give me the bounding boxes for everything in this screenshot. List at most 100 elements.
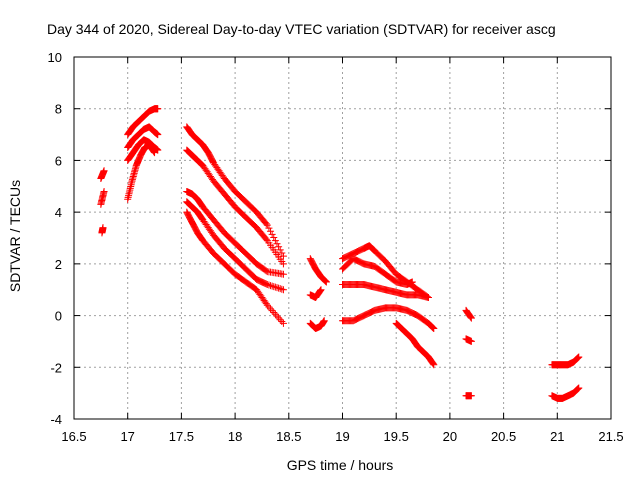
data-point [276,246,284,254]
data-point [278,285,286,293]
data-point [276,285,284,293]
data-point [262,220,270,228]
data-point [424,293,432,301]
data-point [322,278,330,286]
data-point [466,313,474,321]
data-point [279,252,287,260]
data-point [150,148,158,156]
data-point [279,270,287,278]
data-point [430,361,438,369]
data-point [279,319,287,327]
y-tick-label: 8 [55,102,62,117]
data-point [316,287,324,295]
series-arc-d1 [306,255,330,286]
data-point [154,105,162,113]
data-point [267,227,275,235]
data-point [467,313,475,321]
data-point [271,310,279,318]
data-point [428,323,436,331]
series-arc-c5 [183,208,287,327]
y-tick-label: 0 [55,309,62,324]
y-tick-label: 4 [55,205,62,220]
series-arc-e2 [339,255,416,289]
series-arc-f2 [462,335,475,345]
data-point [276,316,284,324]
data-point [429,360,437,368]
data-point [574,384,582,392]
x-tick-label: 21.5 [598,429,623,444]
y-tick-label: -2 [50,360,62,375]
data-point [265,224,273,232]
data-point [267,282,275,290]
data-point [575,384,583,392]
data-point [317,286,325,294]
series-arc-c4 [183,198,287,294]
data-point [270,233,278,241]
data-points [97,105,583,402]
data-point [263,301,271,309]
data-point [467,314,475,322]
series-arc-g2 [548,384,583,402]
y-tick-label: -4 [50,412,62,427]
series-arc-f3 [462,392,475,400]
data-point [279,286,287,294]
x-axis-label: GPS time / hours [287,457,394,473]
series-arc-g1 [548,353,583,369]
data-point [273,312,281,320]
data-point [275,284,283,292]
x-tick-label: 19.5 [384,429,409,444]
x-tick-label: 17 [120,429,134,444]
data-point [408,278,416,286]
data-point [273,240,281,248]
data-point [429,324,437,332]
data-point [573,354,581,362]
data-point [429,359,437,367]
data-point [316,286,324,294]
data-point [270,308,278,316]
data-point [268,230,276,238]
data-point [263,221,271,229]
series-arc-f1 [462,306,475,322]
data-point [149,147,157,155]
data-point [268,307,276,315]
series-arc-d3 [306,317,328,332]
data-point [574,385,582,393]
data-point [574,353,582,361]
x-tick-label: 20 [443,429,457,444]
data-point [100,167,108,175]
series-arc-b2 [124,123,162,151]
data-point [265,303,273,311]
axis-ticks: 16.5 17 17.5 18 18.5 19 19.5 20 20.5 21 21.5 -4 -2 0 2… [48,50,624,444]
x-tick-label: 21 [550,429,564,444]
series-arc-e3 [339,281,432,301]
chart-title: Day 344 of 2020, Sidereal Day-to-day VTE… [47,21,556,37]
y-axis-label: SDTVAR / TECUs [7,180,23,292]
data-point [271,237,279,245]
series-arc-b1 [124,105,162,139]
data-point [573,386,581,394]
y-tick-label: 10 [48,50,62,65]
data-point [263,281,271,289]
data-point [322,277,330,285]
data-point [321,277,329,285]
data-point [430,325,438,332]
series-arc-a2 [97,187,108,208]
data-point [154,131,162,139]
series-arc-c1 [183,123,287,260]
data-point [270,283,278,291]
data-point [271,283,279,291]
series-arc-c3 [183,187,287,278]
y-tick-label: 6 [55,153,62,168]
data-point [467,337,475,345]
data-point [575,353,583,361]
data-point [278,249,286,257]
data-point [275,243,283,251]
data-point [467,392,475,400]
grid [74,57,611,419]
data-point [321,276,329,284]
x-tick-label: 17.5 [169,429,194,444]
series-arc-d2 [306,286,325,301]
data-point [204,148,212,156]
data-point [100,187,108,195]
